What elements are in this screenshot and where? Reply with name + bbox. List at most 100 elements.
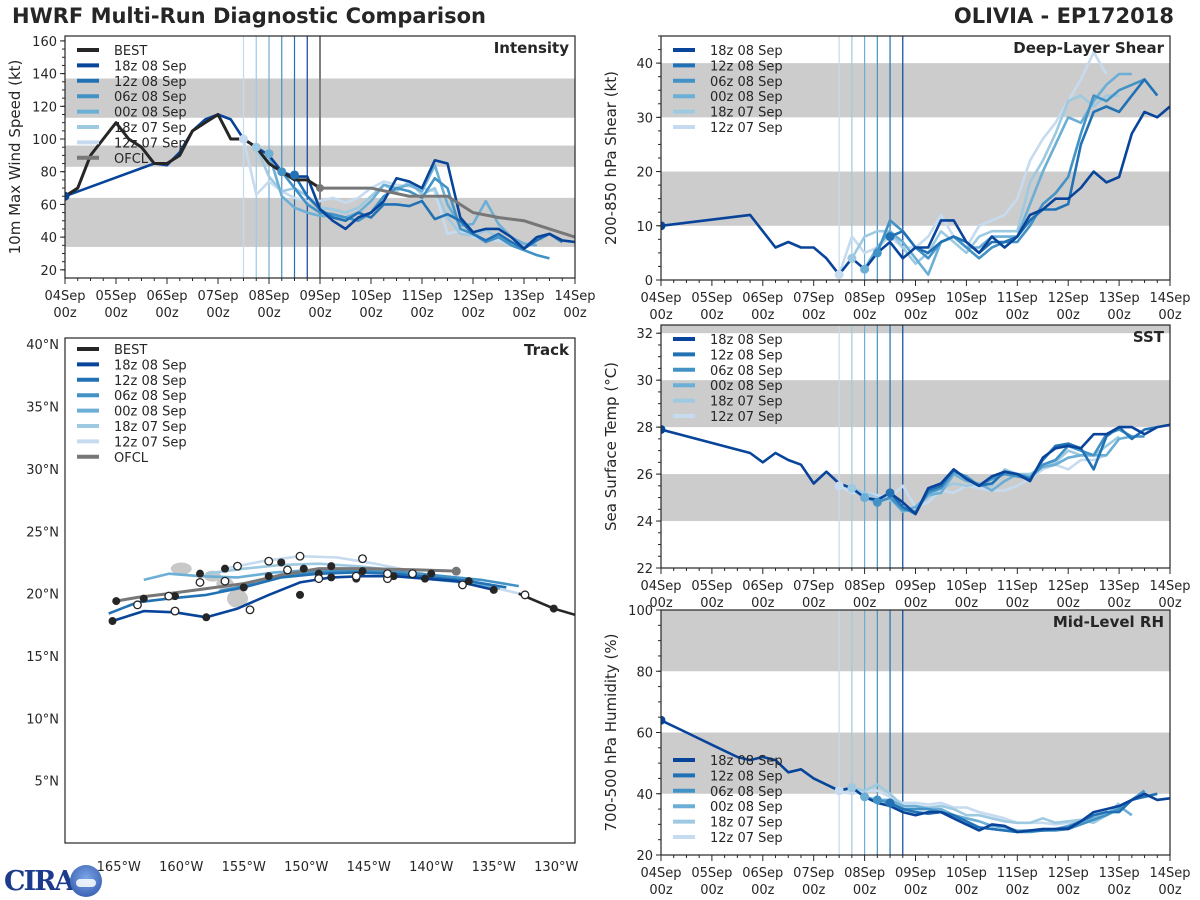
lat-tick-label: 15°N [26,650,59,665]
track-position-marker [277,558,286,567]
y-tick-label: 40 [636,57,653,72]
legend-label: 12z 08 Sep [710,59,783,74]
track-position-marker [171,592,179,601]
panel-title: Mid-Level RH [1053,613,1164,631]
y-axis-label: 200-850 hPa Shear (kt) [602,71,620,245]
lat-tick-label: 40°N [26,338,59,353]
track-position-marker-open [358,554,367,564]
figure-title: HWRF Multi-Run Diagnostic Comparison [12,4,487,28]
plot-area-intensity [65,36,575,278]
track-position-marker [112,597,121,606]
x-tick-label: 04Sep [640,291,681,306]
legend-label: 12z 07 Sep [114,136,187,151]
x-tick-label: 00z [104,306,128,321]
x-tick-label: 07Sep [197,289,238,304]
run-init-marker [239,134,248,144]
track-position-marker [196,569,204,578]
track-position-marker-open [408,569,417,579]
island-landmass [170,562,192,575]
x-tick-label: 00z [206,306,230,321]
track-position-marker-open [233,561,242,571]
x-tick-label: 00z [1006,308,1030,323]
x-tick-label: 12Sep [452,289,493,304]
run-init-marker [885,798,895,808]
x-tick-label: 00z [649,308,673,323]
x-tick-label: 00z [751,883,775,898]
x-tick-label: 00z [700,883,724,898]
x-tick-label: 12Sep [1048,866,1089,881]
track-position-marker [464,577,473,586]
legend-label: 06z 08 Sep [710,75,783,90]
x-tick-label: 00z [649,883,673,898]
legend-label: 12z 07 Sep [114,435,187,450]
x-tick-label: 11Sep [997,866,1038,881]
lon-tick-label: 130°W [534,860,578,875]
y-tick-label: 60 [636,727,653,742]
x-tick-label: 05Sep [691,866,732,881]
legend-label: OFCL [114,451,149,466]
y-tick-label: 80 [636,665,653,680]
series-line-18z-07-sep [851,783,1121,825]
run-init-marker [661,221,666,231]
x-tick-label: 00z [1107,596,1131,611]
island-landmass [227,589,248,608]
lon-tick-label: 140°W [409,860,453,875]
x-tick-label: 06Sep [146,289,187,304]
legend-label: 00z 08 Sep [710,379,783,394]
run-init-marker [847,783,857,793]
legend-label: 12z 08 Sep [114,374,187,389]
y-axis-label: 700-500 hPa Humidity (%) [602,633,620,831]
x-tick-label: 04Sep [640,579,681,594]
track-position-marker-open [283,565,292,575]
lat-tick-label: 35°N [26,401,59,416]
track-position-marker-open [383,569,392,579]
run-init-marker [872,497,882,507]
y-axis-label: 10m Max Wind Speed (kt) [6,60,24,255]
series-line-18z-07-sep [850,94,1120,266]
legend-label: 12z 08 Sep [114,75,187,90]
run-init-marker [834,270,844,280]
x-tick-label: 00z [904,596,928,611]
legend-label: 12z 07 Sep [710,410,783,425]
x-tick-label: 10Sep [946,579,987,594]
track-position-marker [327,562,336,571]
x-tick-label: 10Sep [946,291,987,306]
lat-tick-label: 5°N [35,775,60,790]
x-tick-label: 12Sep [1048,579,1089,594]
x-tick-label: 06Sep [742,579,783,594]
run-init-marker [251,142,261,152]
x-tick-label: 00z [700,596,724,611]
legend-label: OFCL [114,152,149,167]
map-area [108,551,575,626]
series-line-12z-08-sep [293,174,563,250]
panel-title: SST [1133,328,1165,346]
x-tick-label: 13Sep [1099,866,1140,881]
y-tick-label: 10 [636,220,653,235]
x-tick-label: 00z [1057,596,1081,611]
y-tick-label: 140 [32,68,57,83]
x-tick-label: 00z [512,306,536,321]
legend-label: 12z 08 Sep [710,769,783,784]
x-tick-label: 05Sep [691,291,732,306]
lon-tick-label: 155°W [222,860,266,875]
x-tick-label: 06Sep [742,866,783,881]
x-tick-label: 06Sep [742,291,783,306]
panel-shear: 0 10 20 30 40 04Sep 00z 05Sep 00z 06Sep 00z 07Sep 00… [602,35,1191,323]
x-tick-label: 00z [1107,883,1131,898]
x-tick-label: 00z [1006,596,1030,611]
lon-tick-label: 150°W [284,860,328,875]
x-tick-label: 08Sep [844,866,885,881]
x-tick-label: 00z [802,308,826,323]
lat-tick-label: 25°N [26,525,59,540]
legend-label: 18z 07 Sep [114,121,187,136]
track-position-marker-open [295,551,305,561]
run-init-marker [264,149,274,159]
track-position-marker-open [170,606,180,616]
track-position-marker [489,585,498,594]
x-tick-label: 10Sep [350,289,391,304]
x-tick-label: 00z [955,883,979,898]
series-line-18z-08-sep [661,719,1170,834]
legend-label: 00z 08 Sep [114,106,187,121]
run-init-marker [885,488,895,498]
